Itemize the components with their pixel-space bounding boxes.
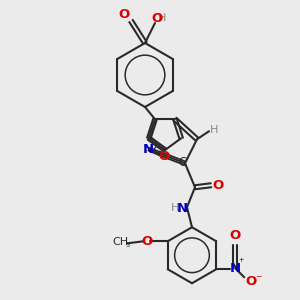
Text: O: O xyxy=(158,151,169,164)
Text: N: N xyxy=(142,143,154,156)
Text: H: H xyxy=(171,203,179,213)
Text: $^-$: $^-$ xyxy=(254,274,263,284)
Text: O: O xyxy=(230,229,241,242)
Text: H: H xyxy=(158,13,166,23)
Text: O: O xyxy=(152,11,163,25)
Text: $^+$: $^+$ xyxy=(237,257,245,267)
Text: C: C xyxy=(153,145,161,158)
Text: N: N xyxy=(176,202,188,215)
Text: C: C xyxy=(179,156,187,169)
Text: O: O xyxy=(141,235,152,248)
Text: H: H xyxy=(210,125,218,135)
Text: $_3$: $_3$ xyxy=(125,240,131,250)
Text: O: O xyxy=(118,8,130,22)
Text: CH: CH xyxy=(113,237,129,247)
Text: O: O xyxy=(246,275,257,288)
Text: O: O xyxy=(212,179,224,192)
Text: N: N xyxy=(230,262,241,275)
